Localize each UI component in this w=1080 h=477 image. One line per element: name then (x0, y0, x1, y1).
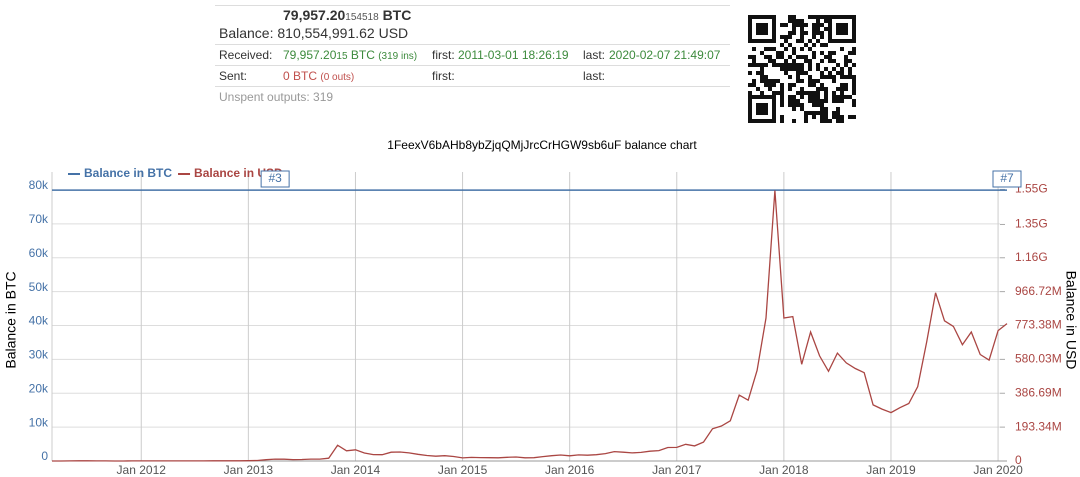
value: 79,957.20 (283, 7, 346, 23)
qr-modules (748, 15, 856, 123)
y-tick-label: 70k (29, 212, 49, 226)
y-tick-label: 0 (41, 449, 48, 463)
v: 0 BTC (283, 69, 318, 83)
y2-tick-label: 773.38M (1015, 318, 1062, 332)
y-tick-label: 50k (29, 280, 49, 294)
y-axis-title: Balance in BTC (3, 271, 19, 368)
x-tick-label: Jan 2015 (438, 463, 488, 477)
y2-tick-label: 580.03M (1015, 352, 1062, 366)
label: Received: (219, 48, 273, 62)
chart: 1FeexV6bAHb8ybZjqQMjJrcCrHGW9sb6uF balan… (3, 138, 1080, 477)
x-tick-label: Jan 2019 (866, 463, 916, 477)
unit: BTC (382, 7, 412, 23)
flag-box (260, 170, 290, 188)
qr-finders (748, 15, 856, 123)
first-label: first: (432, 69, 455, 83)
legend-label: Balance in BTC (84, 166, 172, 180)
y2-tick-label: 386.69M (1015, 385, 1062, 399)
y-tick-label: 80k (29, 178, 49, 192)
y2-tick-label: 1.55G (1015, 182, 1048, 196)
finder (748, 15, 856, 123)
y-tick-label: 40k (29, 314, 49, 328)
x-tick-label: Jan 2017 (652, 463, 702, 477)
x-tick-label: Jan 2018 (759, 463, 809, 477)
value: 810,554,991.62 USD (277, 25, 409, 41)
y2-axis-title: Balance in USD (1063, 271, 1079, 370)
annotation-flag: #3 (260, 170, 290, 188)
chart-title: 1FeexV6bAHb8ybZjqQMjJrcCrHGW9sb6uF balan… (387, 138, 697, 152)
y2-tick-label: 193.34M (1015, 419, 1062, 433)
y-tick-label: 30k (29, 348, 49, 362)
flag-label: #7 (1000, 171, 1014, 185)
outs: (0 outs) (320, 72, 355, 83)
x-tick-label: Jan 2020 (973, 463, 1023, 477)
label: Balance: (219, 25, 274, 41)
balance-btc: 79,957.20154518 BTC (215, 5, 730, 23)
series-line (52, 190, 1008, 462)
summary: 79,957.20154518 BTC Balance: 810,554,991… (215, 5, 730, 107)
y2-tick-label: 966.72M (1015, 284, 1062, 298)
last-label: last: (583, 48, 606, 62)
unit: BTC (350, 48, 375, 62)
value-small: 154518 (345, 12, 379, 23)
unspent: Unspent outputs: 319 (215, 86, 730, 107)
unspent-text: Unspent outputs: 319 (219, 90, 334, 104)
flag-label: #3 (268, 171, 282, 185)
last-label: last: (583, 69, 606, 83)
y2-tick-label: 0 (1015, 453, 1022, 467)
label: Sent: (219, 69, 248, 83)
amount: 0 BTC (0 outs) (283, 66, 354, 88)
balance-usd: Balance: 810,554,991.62 USD (215, 22, 730, 44)
annotation-flag: #7 (992, 170, 1022, 188)
x-tick-label: Jan 2013 (224, 463, 274, 477)
y-tick-label: 10k (29, 415, 49, 429)
flag-box (992, 170, 1022, 188)
last: 2020-02-07 21:49:07 (609, 48, 721, 62)
received-row: Received: 79,957.2015 BTC (319 ins) firs… (215, 44, 730, 65)
y2-tick-label: 1.16G (1015, 250, 1048, 264)
y-tick-label: 60k (29, 246, 49, 260)
amount: 79,957.2015 BTC (319 ins) (283, 45, 417, 67)
first: 2011-03-01 18:26:19 (458, 48, 569, 62)
sent-row: Sent: 0 BTC (0 outs) first: last: (215, 65, 730, 86)
y2-tick-label: 1.35G (1015, 217, 1048, 231)
x-tick-label: Jan 2012 (117, 463, 167, 477)
first-label: first: (432, 48, 455, 62)
qr-code (748, 15, 856, 123)
ins: (319 ins) (378, 51, 418, 62)
x-tick-label: Jan 2014 (331, 463, 381, 477)
x-tick-label: Jan 2016 (545, 463, 595, 477)
v: 79,957.20 (283, 48, 337, 62)
y-tick-label: 20k (29, 381, 49, 395)
v-small: 15 (336, 51, 348, 62)
